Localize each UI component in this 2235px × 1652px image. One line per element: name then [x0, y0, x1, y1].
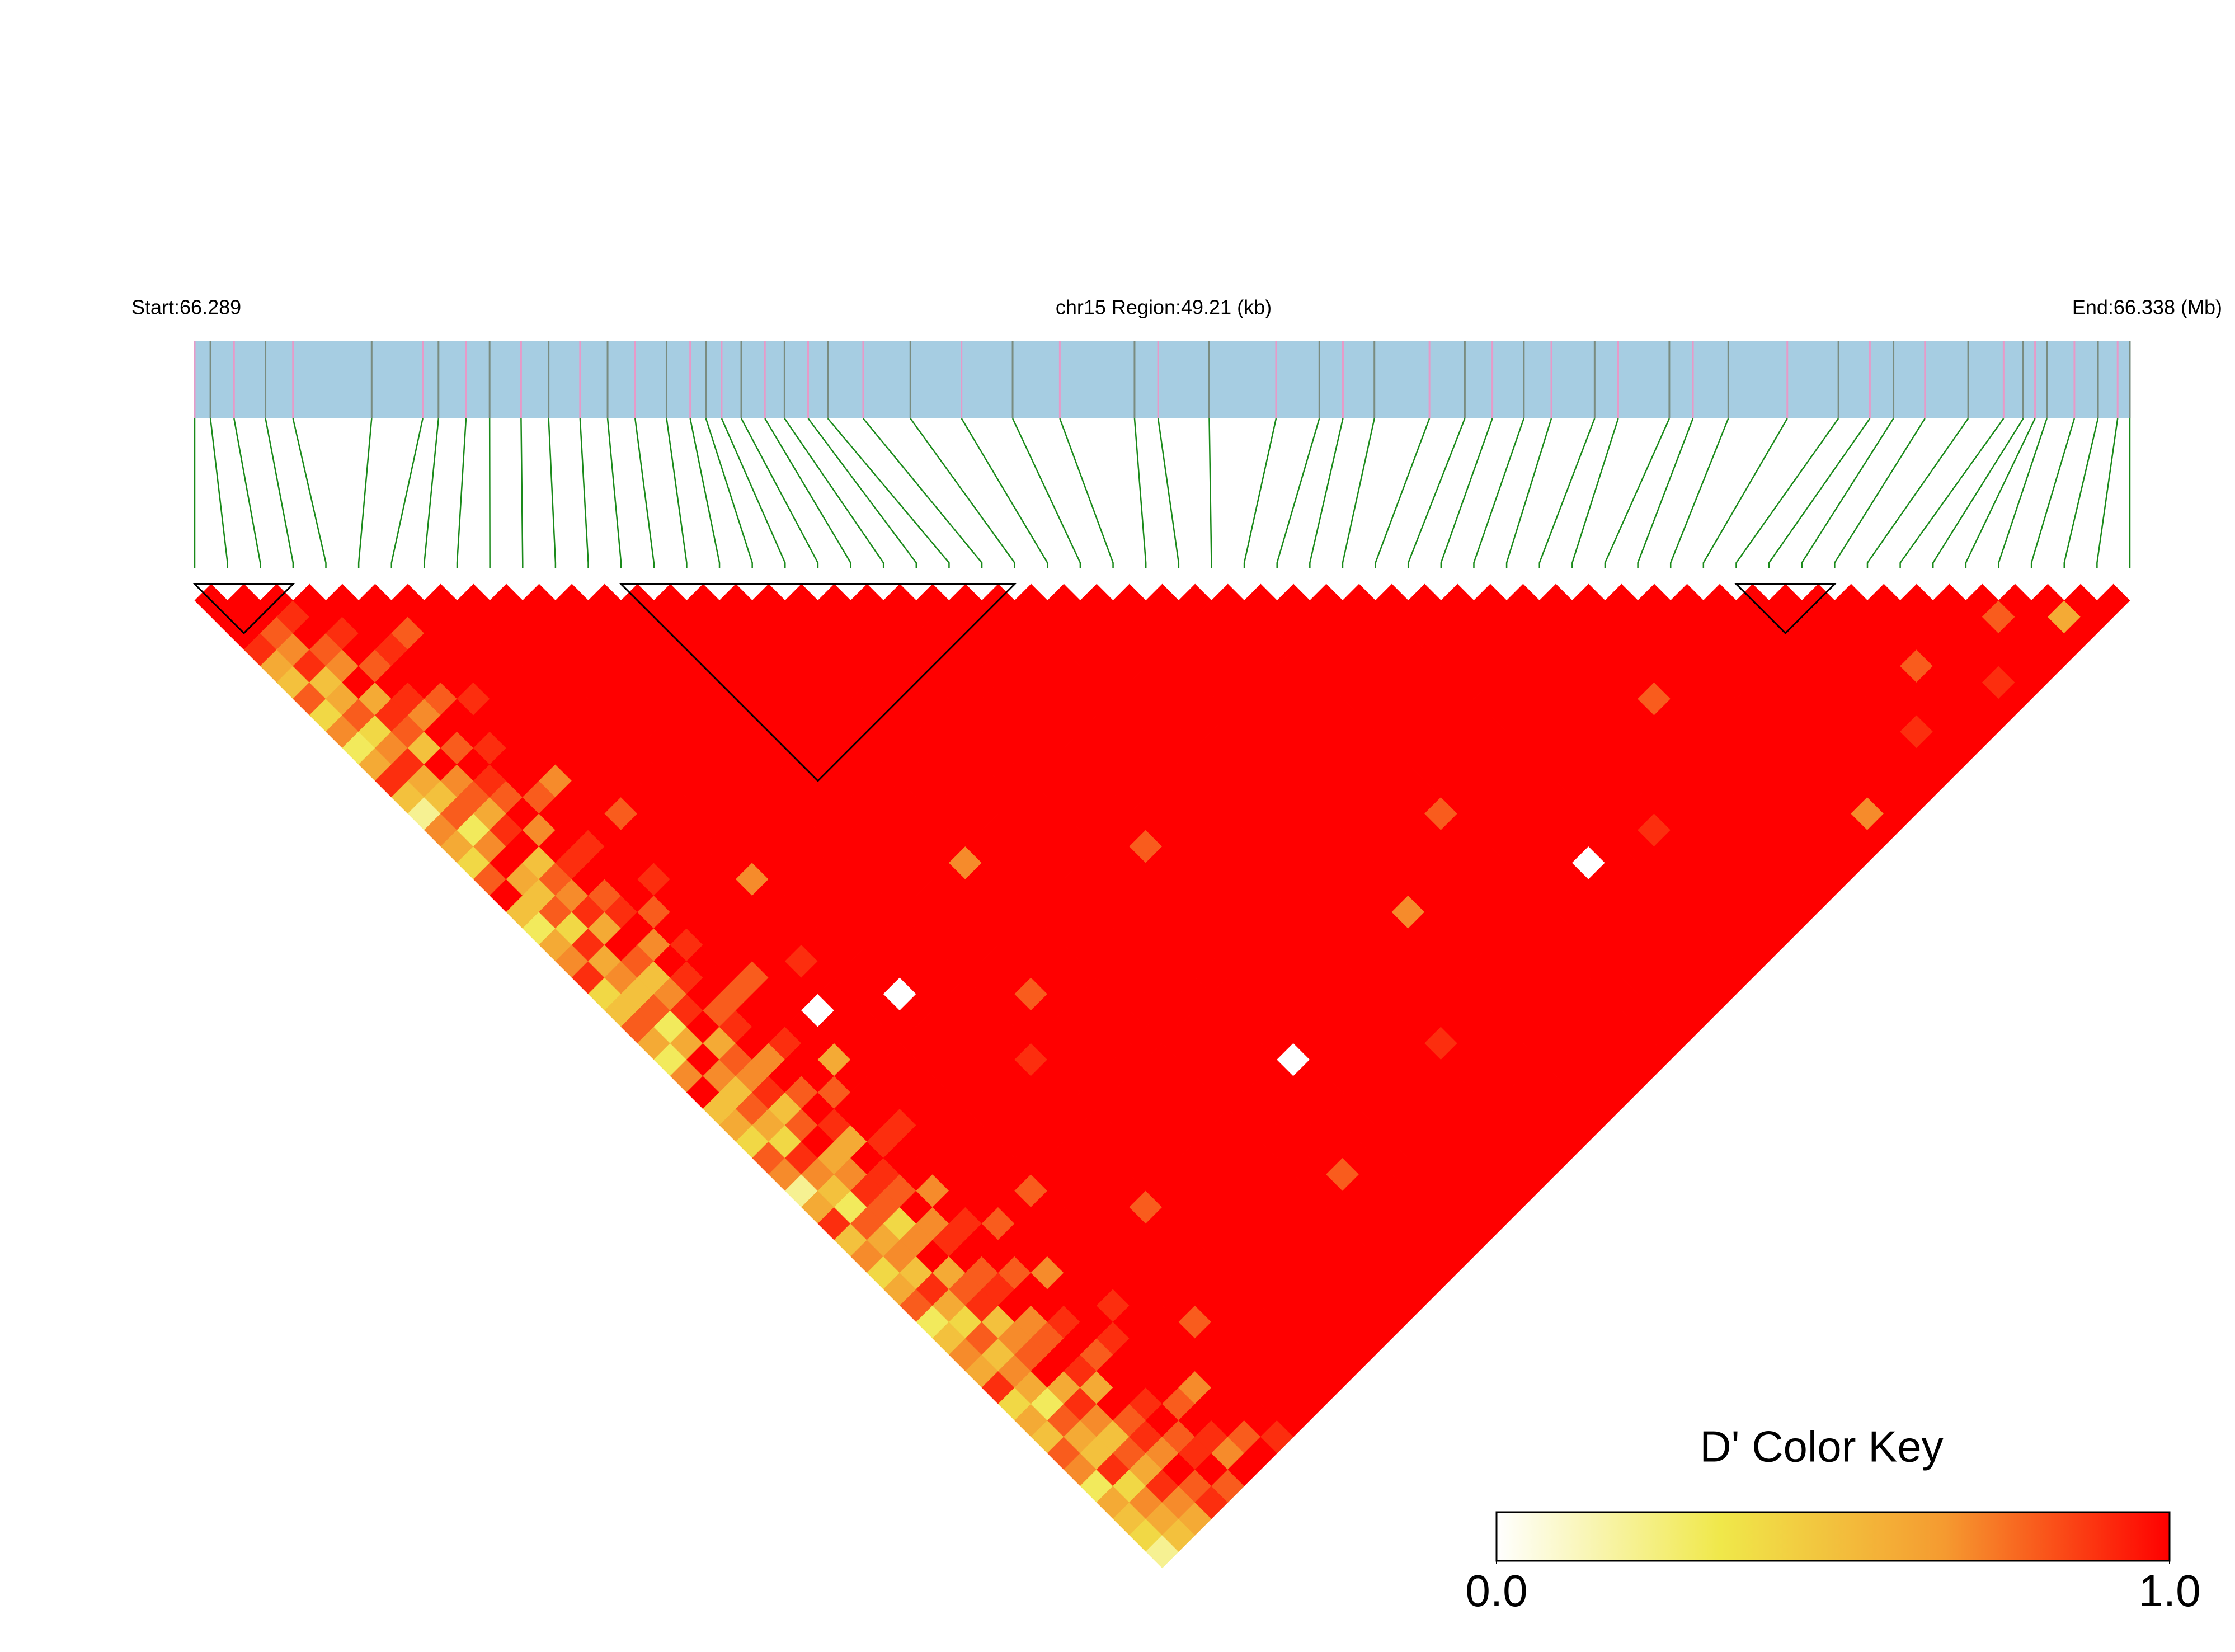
snp-connector — [520, 418, 524, 568]
snp-connector — [705, 418, 753, 568]
end-label: End:66.338 (Mb) — [2072, 296, 2222, 319]
snp-connector — [1208, 418, 1212, 568]
snp-connector — [1538, 418, 1596, 568]
snp-connector — [1440, 418, 1493, 568]
snp-connector — [2096, 418, 2119, 568]
ld-block — [619, 583, 1017, 782]
snp-connector — [1473, 418, 1525, 568]
snp-connector — [606, 418, 622, 568]
snp-connector — [807, 418, 917, 568]
ld-block — [1734, 583, 1837, 635]
snp-connector — [1834, 418, 1926, 568]
snp-connector — [2063, 418, 2099, 568]
snp-connector — [233, 418, 261, 568]
snp-connector — [634, 418, 655, 568]
snp-connector — [2030, 418, 2076, 568]
snp-connector — [456, 418, 467, 568]
snp-connector — [1407, 418, 1466, 568]
key-title: D' Color Key — [1700, 1422, 1943, 1471]
snp-connector — [1899, 418, 2005, 568]
snp-connector — [1768, 418, 1871, 568]
start-label: Start:66.289 — [131, 296, 241, 319]
snp-connector — [1998, 418, 2048, 568]
snp-connector — [1059, 418, 1114, 568]
snp-connector — [1505, 418, 1552, 568]
snp-connector — [1375, 418, 1431, 568]
snp-connector — [1157, 418, 1180, 568]
snp-connector — [740, 418, 819, 568]
snp-connector — [1735, 418, 1839, 568]
snp-connector — [1309, 418, 1344, 568]
snp-connector — [209, 418, 228, 568]
snp-connector — [1637, 418, 1694, 568]
snp-connector — [1276, 418, 1320, 568]
color-key — [1495, 1511, 2171, 1562]
snp-connector — [390, 418, 424, 568]
ld-block — [192, 583, 295, 635]
snp-connector — [862, 418, 983, 568]
snp-connector — [1801, 418, 1894, 568]
snp-connector — [1571, 418, 1619, 568]
snp-connector — [961, 418, 1048, 568]
snp-connector — [1604, 418, 1671, 568]
snp-connector — [1669, 418, 1729, 568]
snp-connector — [1965, 418, 2036, 568]
snp-connector — [579, 418, 589, 568]
snp-connector — [1011, 418, 1081, 568]
snp-connector — [666, 418, 688, 568]
region-label: chr15 Region:49.21 (kb) — [1056, 296, 1272, 319]
snp-connector — [1866, 418, 1969, 568]
snp-connector — [689, 418, 721, 568]
snp-connector — [910, 418, 1015, 568]
snp-connector — [357, 418, 373, 568]
snp-connector — [548, 418, 557, 568]
ld-cell — [2096, 583, 2130, 618]
snp-connector — [292, 418, 327, 568]
key-tick-label: 0.0 — [1465, 1566, 1527, 1616]
snp-connector — [265, 418, 294, 568]
snp-connector — [1702, 418, 1788, 568]
snp-track — [195, 341, 2130, 418]
snp-connector — [764, 418, 851, 568]
snp-connector — [827, 418, 950, 568]
snp-connector — [1243, 418, 1277, 568]
snp-connector — [1932, 418, 2024, 568]
snp-connector — [1342, 418, 1375, 568]
snp-connector — [784, 418, 884, 568]
snp-connector — [1133, 418, 1147, 568]
snp-connector — [424, 418, 440, 568]
snp-connector — [721, 418, 786, 568]
key-tick-label: 1.0 — [2138, 1566, 2200, 1616]
